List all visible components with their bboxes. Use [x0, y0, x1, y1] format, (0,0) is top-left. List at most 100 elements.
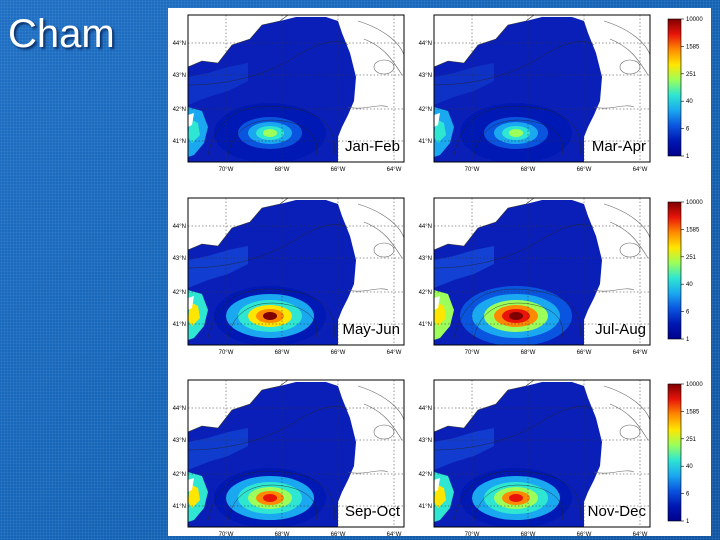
cape-cod — [434, 478, 440, 492]
latitude-label: 44°N — [173, 224, 186, 230]
season-label: May-Jun — [342, 321, 400, 338]
latitude-label: 43°N — [173, 438, 186, 444]
figure-canvas: 44°N 43°N 42°N 41°N 70°W 68°W 66°W 64°W Jan-Feb 4… — [173, 14, 703, 536]
colorbar-label: 6 — [686, 127, 690, 133]
season-label: Nov-Dec — [588, 503, 647, 520]
longitude-label: 64°W — [633, 350, 648, 356]
colorbar-label: 6 — [686, 310, 690, 316]
colorbar-label: 1 — [686, 337, 690, 343]
bathymetry-bank — [373, 424, 395, 440]
colorbar-ramp — [667, 383, 682, 522]
panel-frame — [433, 379, 651, 528]
longitude-label: 68°W — [275, 350, 290, 356]
contour-line — [453, 470, 581, 521]
land-mass — [188, 15, 288, 67]
colorbar: 10000 1585 251 40 6 1 — [667, 200, 703, 343]
colorbar-label: 40 — [686, 464, 693, 470]
contour-line — [207, 288, 335, 339]
colorbar-label: 251 — [686, 255, 697, 261]
colorbar-label: 1585 — [686, 409, 700, 415]
longitude-label: 66°W — [577, 350, 592, 356]
coastline — [188, 380, 289, 433]
map-panel-jul-aug: 44°N 43°N 42°N 41°N 70°W 68°W 66°W 64°W Jul-Aug — [419, 197, 651, 356]
coastline — [434, 380, 535, 433]
colorbar-label: 251 — [686, 437, 697, 443]
bathymetry-line — [603, 385, 650, 421]
latitude-label: 44°N — [419, 224, 432, 230]
coastal-band — [188, 428, 248, 470]
contour-line — [227, 119, 318, 156]
colorbar-ramp — [667, 18, 682, 157]
longitude-label: 66°W — [577, 167, 592, 173]
longitude-label: 70°W — [465, 532, 480, 536]
latitude-label: 43°N — [173, 256, 186, 262]
cape-cod — [434, 113, 440, 127]
longitude-label: 68°W — [521, 532, 536, 536]
contour-line — [188, 41, 349, 86]
bathymetry-line — [593, 105, 635, 109]
cape-cod — [188, 113, 194, 127]
map-panel-jan-feb: 44°N 43°N 42°N 41°N 70°W 68°W 66°W 64°W Jan-Feb — [173, 14, 405, 173]
longitude-label: 70°W — [219, 532, 234, 536]
longitude-label: 68°W — [275, 532, 290, 536]
bathymetry-bank — [373, 242, 395, 258]
coastline — [188, 15, 289, 68]
season-label: Jan-Feb — [345, 138, 400, 155]
concentration-ring — [509, 129, 523, 137]
concentration-ring — [263, 494, 277, 502]
longitude-label: 64°W — [633, 167, 648, 173]
longitude-label: 64°W — [387, 167, 402, 173]
cape-cod — [188, 478, 194, 492]
land-mass — [434, 380, 534, 432]
bathymetry-bank — [619, 242, 641, 258]
longitude-label: 66°W — [331, 167, 346, 173]
contour-line — [434, 406, 595, 451]
longitude-label: 66°W — [331, 350, 346, 356]
longitude-label: 68°W — [521, 167, 536, 173]
colorbar-label: 40 — [686, 282, 693, 288]
cape-cod — [434, 296, 440, 310]
latitude-label: 43°N — [419, 256, 432, 262]
bathymetry-line — [357, 20, 404, 56]
bathymetry-line — [603, 20, 650, 56]
colorbar-label: 6 — [686, 492, 690, 498]
bathymetry-line — [603, 203, 650, 239]
longitude-label: 64°W — [387, 350, 402, 356]
contour-line — [207, 470, 335, 521]
map-panel-may-jun: 44°N 43°N 42°N 41°N 70°W 68°W 66°W 64°W May-Jun — [173, 197, 405, 356]
latitude-label: 41°N — [419, 139, 432, 145]
cape-cod — [188, 296, 194, 310]
concentration-ring — [509, 312, 523, 320]
colorbar-label: 1585 — [686, 227, 700, 233]
coastline — [188, 198, 289, 251]
latitude-label: 43°N — [419, 438, 432, 444]
colorbar-label: 10000 — [686, 17, 703, 23]
latitude-label: 44°N — [173, 41, 186, 47]
concentration-ring — [263, 129, 277, 137]
colorbar: 10000 1585 251 40 6 1 — [667, 382, 703, 525]
longitude-label: 70°W — [465, 167, 480, 173]
coastal-band — [188, 246, 248, 288]
bathymetry-line — [609, 403, 649, 441]
bathymetry-line — [609, 38, 649, 76]
concentration-ring — [263, 312, 277, 320]
map-panel-nov-dec: 44°N 43°N 42°N 41°N 70°W 68°W 66°W 64°W Nov-Dec — [419, 379, 651, 536]
concentration-ring — [509, 494, 523, 502]
season-label: Sep-Oct — [345, 503, 401, 520]
bathymetry-line — [347, 105, 389, 109]
latitude-label: 42°N — [419, 290, 432, 296]
bathymetry-line — [363, 403, 403, 441]
bathymetry-line — [593, 470, 635, 474]
panel-frame — [433, 14, 651, 163]
panel-frame — [187, 14, 405, 163]
season-label: Mar-Apr — [592, 138, 646, 155]
contour-line — [188, 406, 349, 451]
longitude-label: 64°W — [387, 532, 402, 536]
colorbar: 10000 1585 251 40 6 1 — [667, 17, 703, 160]
bathymetry-line — [593, 288, 635, 292]
contour-line — [473, 302, 564, 339]
colorbar-label: 1 — [686, 154, 690, 160]
colorbar-ramp — [667, 201, 682, 340]
latitude-label: 44°N — [419, 406, 432, 412]
panel-frame — [187, 197, 405, 346]
